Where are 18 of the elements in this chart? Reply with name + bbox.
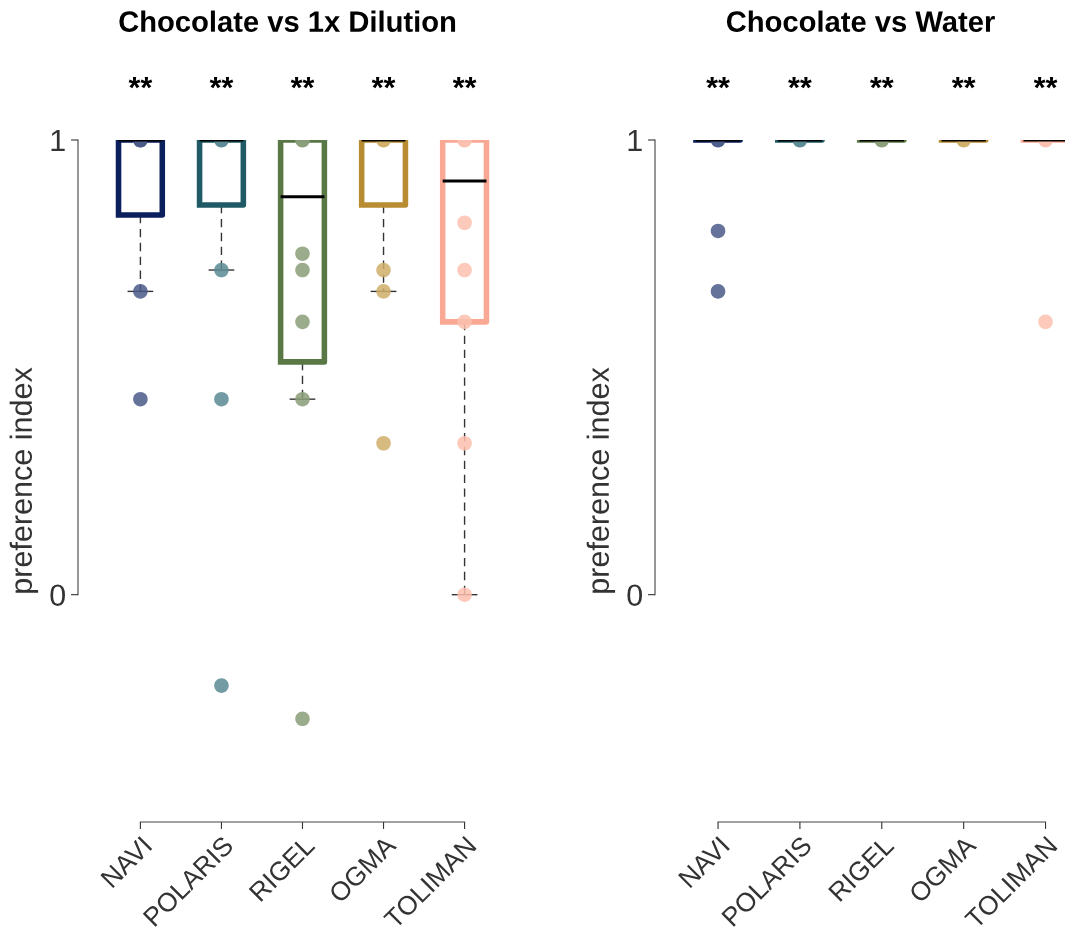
y-tick-label: 0: [627, 584, 642, 607]
text: **: [452, 76, 477, 89]
text: **: [951, 76, 976, 89]
y-axis-title: preference index: [586, 367, 616, 593]
y-tick-label: 0: [50, 584, 65, 607]
y-axis-title: preference index: [9, 367, 39, 593]
text: **: [128, 76, 153, 89]
text: **: [788, 76, 812, 89]
text: **: [869, 76, 894, 89]
text: **: [290, 76, 315, 89]
y-tick-label: 1: [628, 130, 642, 152]
chart-title: Chocolate vs Water: [726, 10, 995, 32]
text: **: [371, 76, 396, 89]
text: **: [706, 76, 730, 89]
chart-title: Chocolate vs 1x Dilution: [119, 10, 456, 32]
y-tick-label: 1: [51, 130, 65, 152]
text: **: [209, 76, 234, 89]
text: **: [1033, 76, 1058, 89]
